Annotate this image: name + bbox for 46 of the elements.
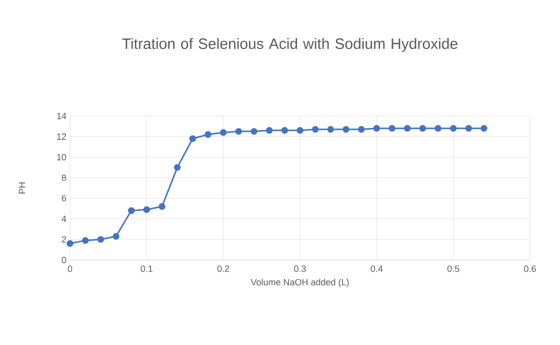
y-tick-label: 4 — [62, 216, 66, 222]
point — [112, 232, 120, 240]
point — [220, 129, 227, 136]
point — [312, 126, 319, 133]
point — [250, 128, 258, 135]
point — [465, 124, 472, 132]
x-tick-label: 0.1 — [140, 266, 152, 272]
point — [204, 131, 212, 138]
point — [388, 124, 396, 132]
point — [174, 164, 181, 171]
point — [296, 127, 304, 134]
y-tick-label: 10 — [57, 154, 66, 160]
point — [342, 126, 350, 133]
x-tick-label: 0.3 — [294, 266, 306, 272]
y-tick-label: 2 — [62, 236, 66, 243]
point — [480, 124, 488, 132]
x-tick-label: 0.6 — [524, 266, 536, 272]
point — [358, 126, 365, 133]
point — [266, 127, 273, 134]
point — [82, 237, 89, 244]
y-tick-label: 12 — [57, 133, 66, 140]
point — [450, 124, 457, 132]
x-axis-title: Volume NaOH added (L) — [250, 278, 349, 288]
point — [97, 236, 104, 243]
point — [281, 127, 288, 134]
x-tick-label: 0.2 — [217, 266, 230, 272]
x-tick-label: 0 — [68, 266, 72, 272]
y-tick-label: 0 — [62, 256, 66, 264]
point — [434, 124, 442, 132]
point — [189, 135, 196, 142]
point — [419, 124, 426, 132]
y-tick-label: 14 — [57, 112, 66, 120]
point — [404, 124, 411, 132]
point — [158, 203, 166, 210]
y-tick-label: 6 — [62, 195, 66, 202]
point — [373, 124, 380, 132]
x-tick-label: 0.5 — [447, 266, 460, 272]
chart-title: Titration of Selenious Acid with Sodium Hydroxide — [122, 38, 458, 52]
point — [327, 126, 334, 133]
point — [128, 207, 135, 214]
point — [143, 206, 150, 213]
y-tick-label: 8 — [62, 174, 66, 181]
point — [66, 240, 74, 247]
point — [235, 128, 242, 135]
x-tick-label: 0.4 — [370, 266, 383, 272]
y-axis-title: PH — [18, 182, 26, 194]
